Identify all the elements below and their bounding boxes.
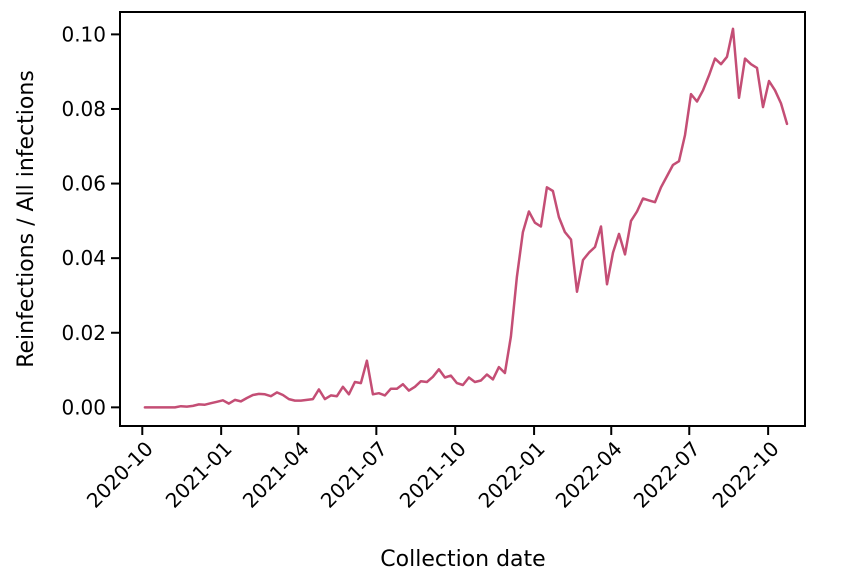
x-tick-label: 2022-10 — [708, 437, 784, 513]
y-tick-label: 0.02 — [61, 321, 106, 345]
x-tick-label: 2020-10 — [82, 437, 158, 513]
x-tick-label: 2022-01 — [474, 437, 550, 513]
y-tick-label: 0.10 — [61, 22, 106, 46]
y-axis-label: Reinfections / All infections — [14, 70, 39, 368]
series-line-0 — [143, 27, 789, 409]
x-axis-label: Collection date — [380, 547, 545, 572]
y-tick-label: 0.06 — [61, 172, 106, 196]
y-tick-label: 0.04 — [61, 246, 106, 270]
x-tick-label: 2022-04 — [551, 437, 627, 513]
y-tick-label: 0.00 — [61, 395, 106, 419]
x-tick-label: 2021-01 — [161, 437, 237, 513]
plot-area — [143, 27, 789, 409]
x-tick-label: 2021-10 — [395, 437, 471, 513]
axes-frame — [119, 11, 806, 427]
y-tick-label: 0.08 — [61, 97, 106, 121]
y-axis-ticks: 0.00 0.02 0.04 0.06 0.08 0.10 — [61, 22, 120, 419]
x-tick-label: 2022-07 — [629, 437, 705, 513]
x-tick-label: 2021-04 — [238, 437, 314, 513]
x-tick-label: 2021-07 — [316, 437, 392, 513]
x-axis-ticks: 2020-10 2021-01 2021-04 2021-07 2021-10 2022-… — [82, 426, 784, 513]
